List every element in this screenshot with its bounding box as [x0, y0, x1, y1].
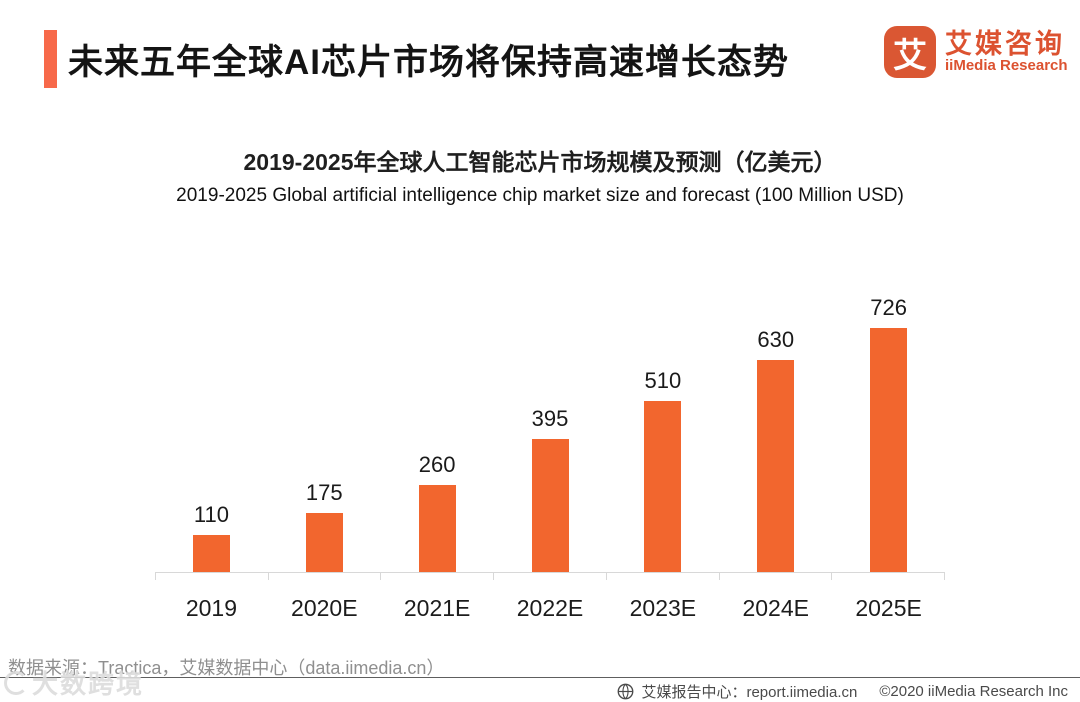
bar: [305, 513, 343, 572]
bar: [418, 485, 456, 572]
copyright-text: ©2020 iiMedia Research Inc: [879, 683, 1068, 700]
bar-value-label: 175: [305, 480, 343, 505]
x-axis-labels: 2019 2020E 2021E 2022E 2023E 2024E 2025E: [155, 580, 945, 622]
bar-value-label: 260: [418, 452, 456, 477]
bar-column: 260: [381, 452, 494, 572]
bar-column: 510: [606, 368, 719, 572]
bar-column: 726: [832, 295, 945, 572]
bar: [644, 401, 682, 572]
bar: [870, 328, 908, 572]
axis-tick-cell: [493, 573, 606, 580]
bar-column: 395: [494, 406, 607, 572]
chart-title: 2019-2025年全球人工智能芯片市场规模及预测（亿美元）: [243, 149, 837, 175]
bar: [531, 439, 569, 572]
axis-tick-cell: [718, 573, 832, 580]
axis-tick-cell: [605, 573, 719, 580]
axis-tick-cell: [831, 573, 944, 580]
bar-column: 110: [155, 502, 268, 572]
report-center-globe-icon: [618, 683, 634, 700]
logo-name-en: iiMedia Research: [945, 57, 1068, 75]
x-tick-label: 2025E: [855, 595, 922, 621]
axis-tick-cell: [155, 573, 268, 580]
x-tick-label: 2020E: [291, 595, 358, 621]
logo-name-cn: 艾媒咨询: [945, 28, 1065, 59]
x-tick-label: 2022E: [516, 595, 584, 621]
axis-tick-cell: [380, 573, 493, 580]
bar-column: 630: [719, 327, 832, 572]
footer-info: 艾媒报告中心：report.iimedia.cn ©2020 iiMedia R…: [617, 681, 1068, 702]
report-center-link: 艾媒报告中心：report.iimedia.cn: [641, 684, 858, 701]
bar-value-label: 726: [870, 295, 907, 320]
bar-value-label: 395: [531, 406, 569, 431]
bar-group: 110 175 260 395 510 630 726: [155, 292, 945, 572]
x-tick-label: 2019: [185, 595, 238, 621]
watermark-logo-icon: [4, 670, 28, 695]
title-accent-bar: [44, 30, 57, 88]
chart-subtitle: 2019-2025 Global artificial intelligence…: [176, 185, 904, 206]
data-source-note: 数据来源：Tractica，艾媒数据中心（data.iimedia.cn）: [8, 658, 445, 678]
iimedia-logo-icon: 艾: [884, 26, 936, 78]
x-tick-label: 2021E: [403, 595, 471, 621]
x-axis: [155, 572, 945, 580]
bar-value-label: 510: [644, 368, 682, 393]
bar-chart: 110 175 260 395 510 630 726 2019 2020E 2021E 2022…: [155, 292, 945, 622]
x-tick-label: 2023E: [629, 595, 697, 621]
axis-tick-cell: [267, 573, 381, 580]
page-title: 未来五年全球AI芯片市场将保持高速增长态势: [68, 43, 790, 82]
iimedia-logo: 艾 艾媒咨询 iiMedia Research: [884, 26, 1068, 78]
x-tick-label: 2024E: [742, 595, 809, 621]
bar-value-label: 630: [757, 327, 795, 352]
bar: [192, 535, 230, 572]
footer-divider: [0, 677, 1080, 678]
iimedia-logo-text: 艾媒咨询 iiMedia Research: [945, 30, 1068, 74]
bar-value-label: 110: [193, 502, 229, 527]
bar-column: 175: [268, 480, 381, 572]
watermark-text: 大数跨境: [32, 669, 145, 699]
watermark: 大数跨境: [4, 664, 144, 701]
bar: [757, 360, 795, 572]
